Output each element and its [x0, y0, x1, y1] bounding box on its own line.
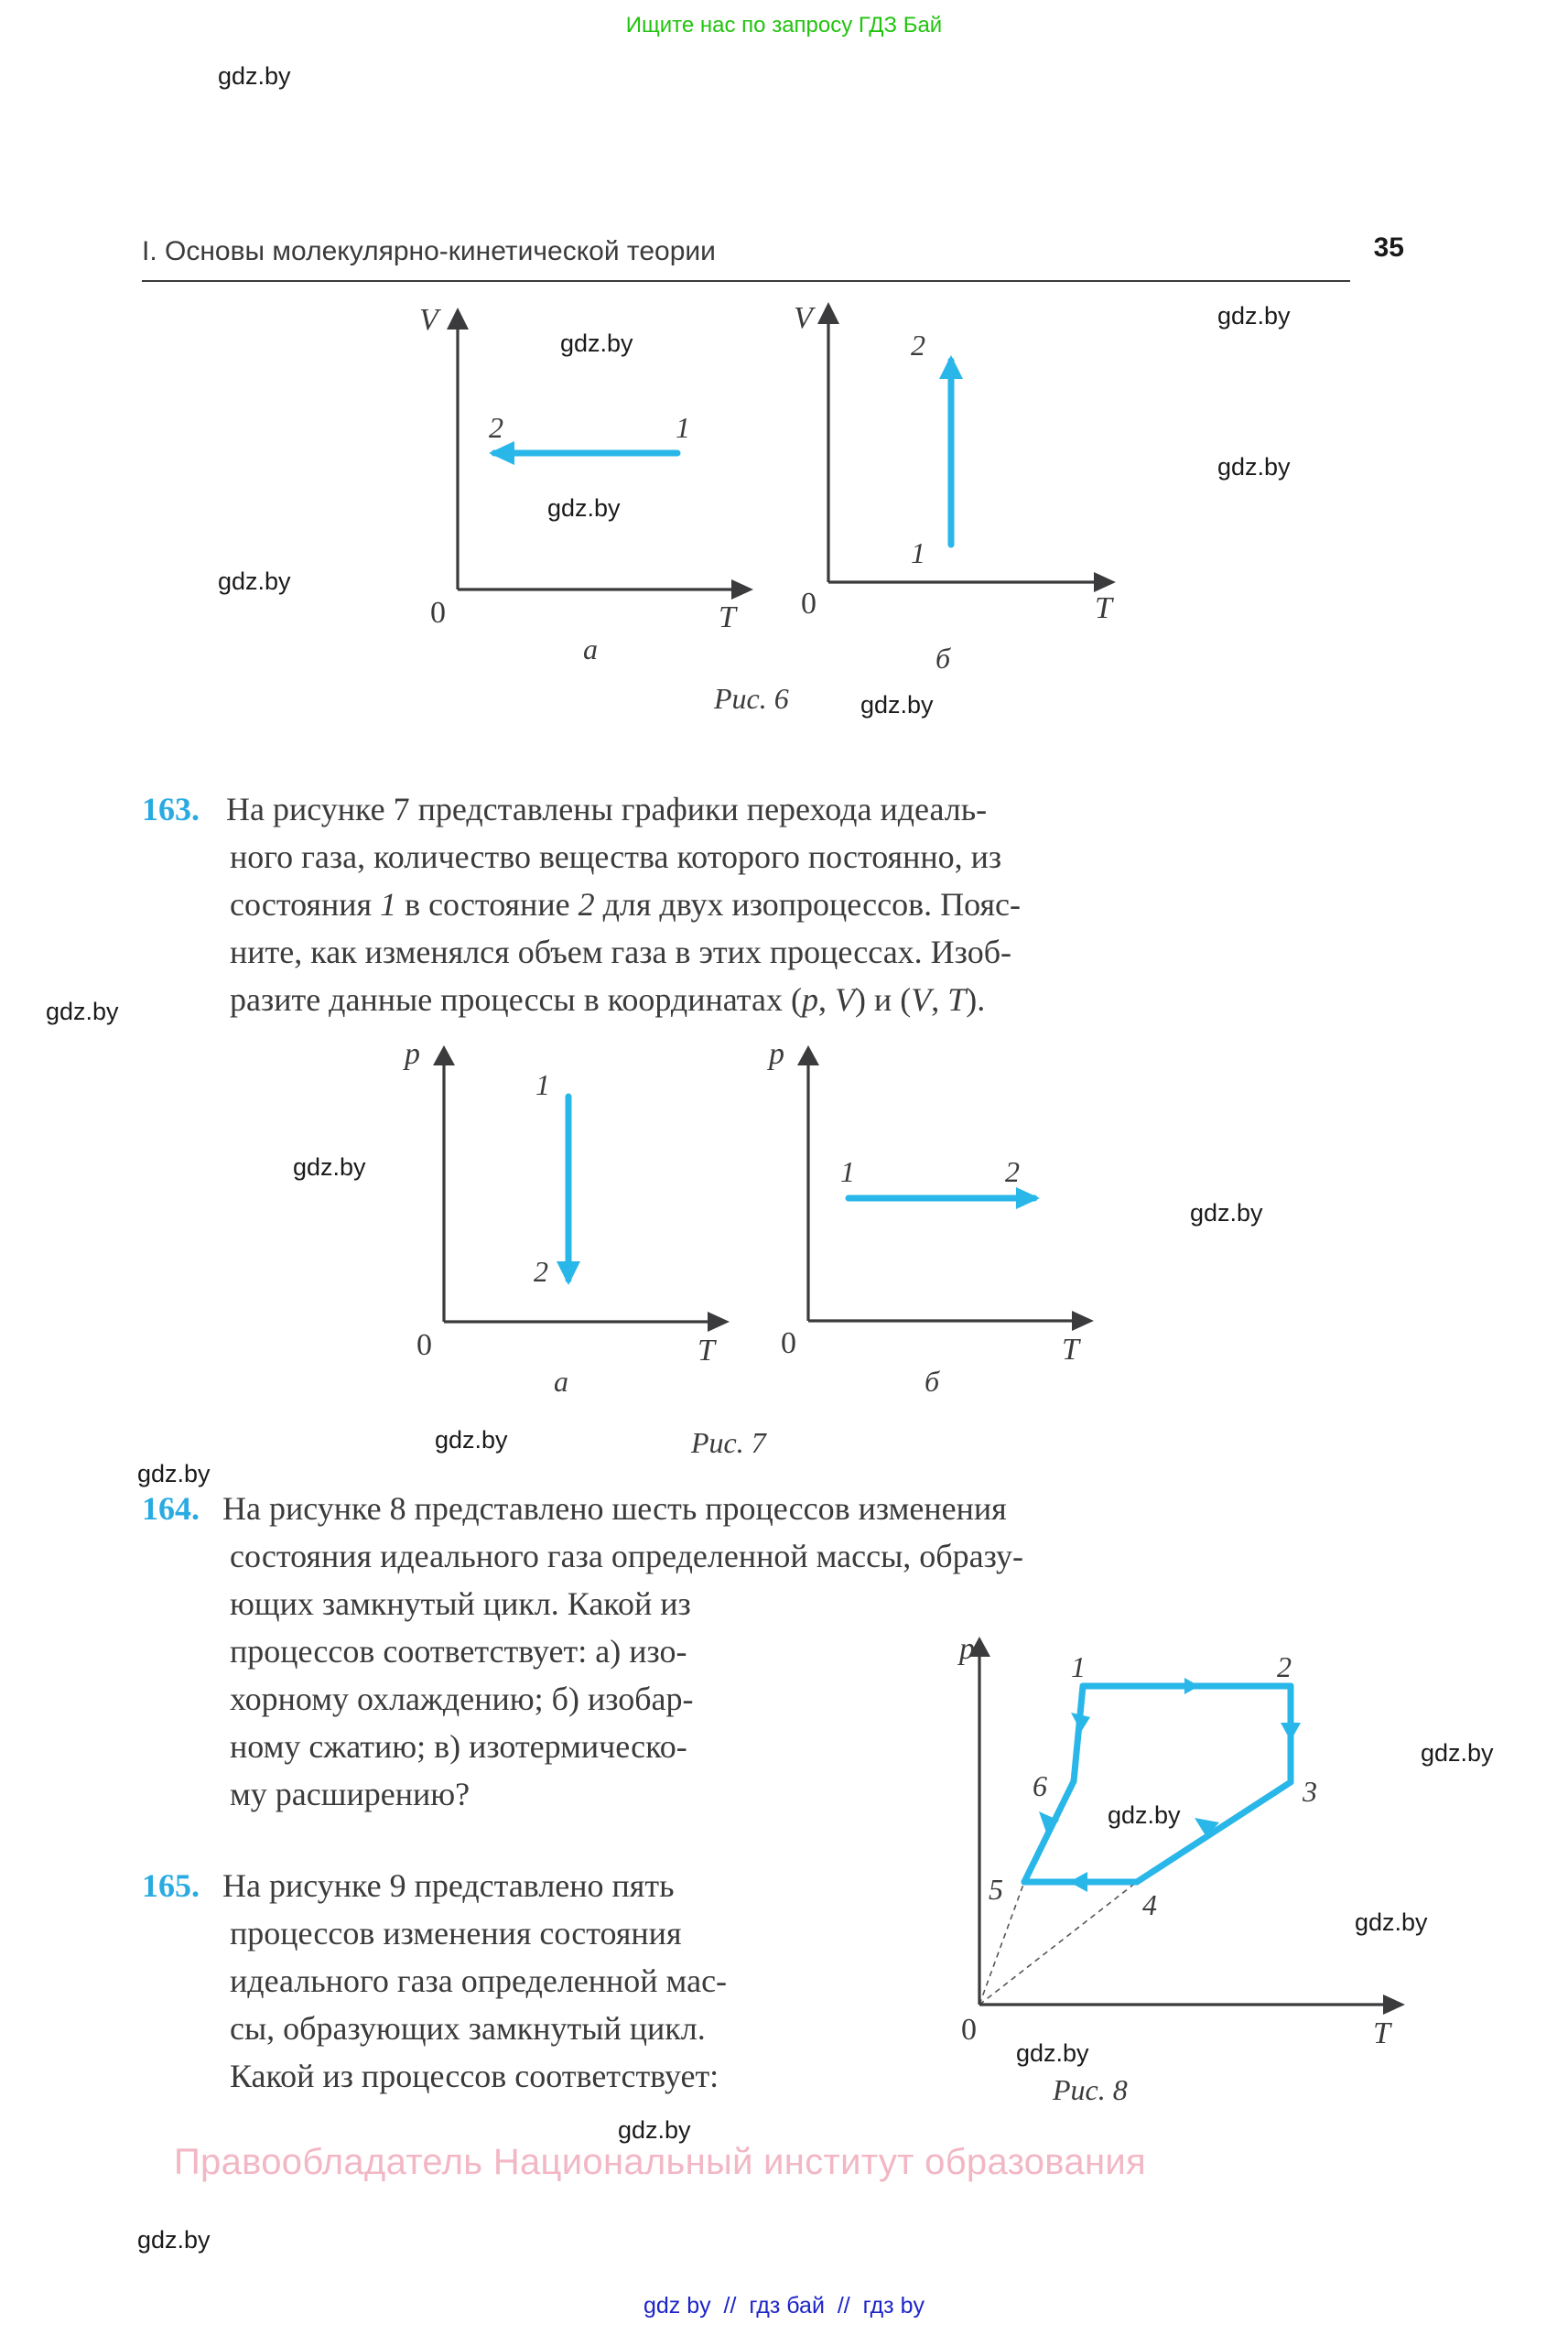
- svg-text:0: 0: [801, 587, 816, 621]
- svg-text:4: 4: [1142, 1888, 1157, 1921]
- svg-text:T: T: [719, 600, 738, 634]
- svg-text:1: 1: [676, 411, 690, 444]
- svg-text:6: 6: [1033, 1769, 1047, 1802]
- svg-text:2: 2: [1277, 1650, 1292, 1683]
- svg-text:а: а: [554, 1365, 568, 1398]
- svg-text:p: p: [767, 1037, 784, 1071]
- svg-text:T: T: [1062, 1333, 1081, 1367]
- svg-text:T: T: [697, 1334, 717, 1368]
- svg-text:2: 2: [489, 411, 503, 444]
- svg-text:1: 1: [840, 1155, 855, 1188]
- svg-text:0: 0: [416, 1328, 432, 1362]
- svg-text:T: T: [1095, 591, 1114, 625]
- svg-text:V: V: [419, 303, 442, 337]
- svg-text:2: 2: [534, 1255, 548, 1288]
- svg-text:5: 5: [989, 1873, 1003, 1906]
- svg-text:0: 0: [781, 1326, 796, 1360]
- svg-text:б: б: [935, 642, 951, 675]
- svg-text:2: 2: [911, 329, 925, 362]
- svg-text:p: p: [403, 1037, 420, 1071]
- svg-text:а: а: [583, 632, 598, 665]
- svg-text:1: 1: [535, 1068, 550, 1101]
- svg-text:0: 0: [430, 596, 446, 630]
- svg-text:0: 0: [961, 2013, 977, 2047]
- svg-text:3: 3: [1302, 1775, 1317, 1808]
- svg-text:1: 1: [911, 536, 925, 569]
- svg-text:2: 2: [1005, 1155, 1020, 1188]
- svg-text:1: 1: [1071, 1650, 1086, 1683]
- svg-text:б: б: [925, 1365, 940, 1398]
- svg-text:T: T: [1373, 2016, 1392, 2050]
